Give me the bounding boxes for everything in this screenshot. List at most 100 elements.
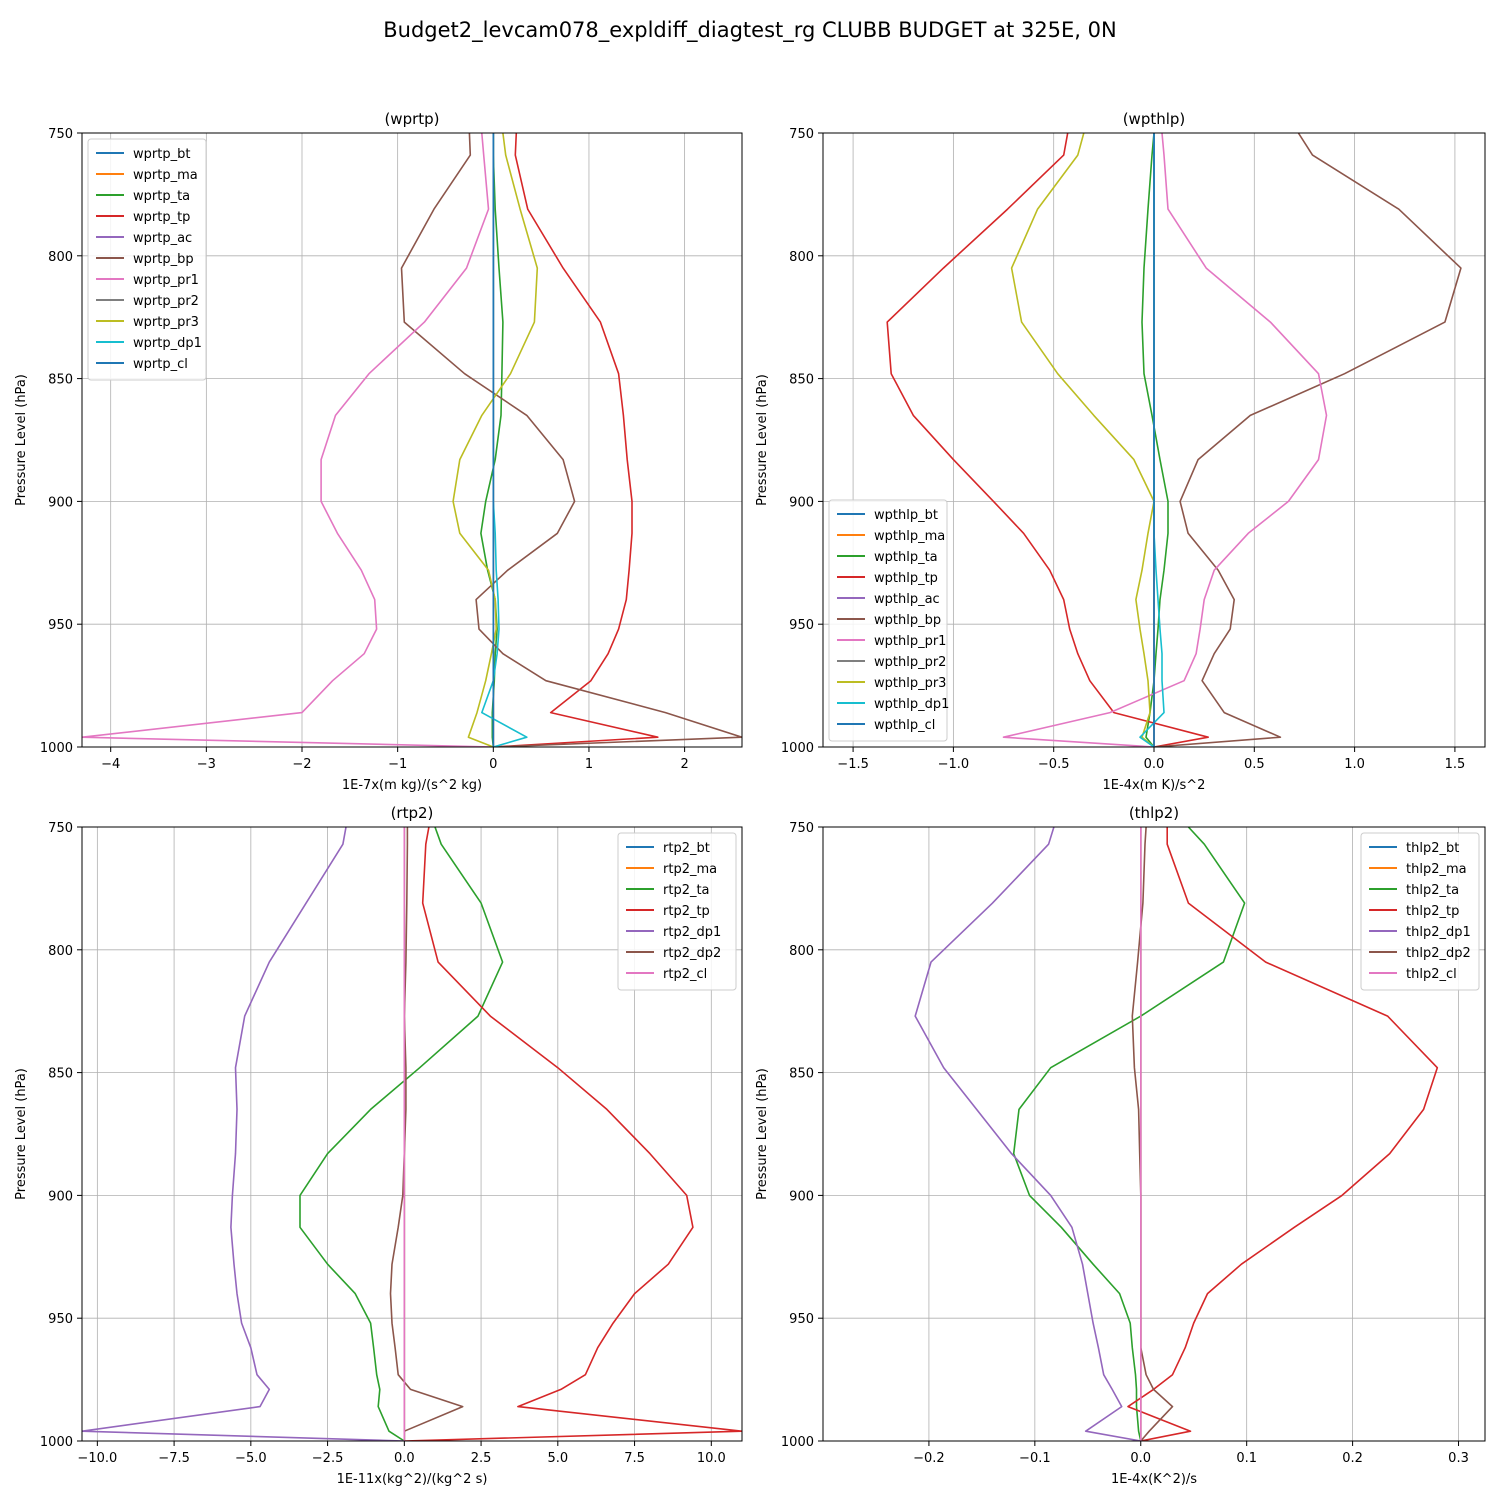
legend-label-wprtp_pr1: wprtp_pr1 (133, 273, 199, 288)
panel-title: (wprtp) (384, 110, 439, 128)
legend: wprtp_bt wprtp_ma wprtp_ta wprtp_tp wprtp_ac… (87, 138, 207, 381)
legend: wpthlp_bt wpthlp_ma wpthlp_ta wpthlp_tpwpth… (828, 499, 949, 742)
y-tick-label: 950 (789, 1312, 814, 1327)
y-tick-label: 750 (48, 821, 73, 836)
panel-3: −0.2 −0.1 0.0 0.1 0.2 0.3 750 800 850 900 950 1000 (… (755, 804, 1486, 1487)
y-tick-label: 850 (789, 1067, 814, 1082)
series-line-wprtp_pr3 (452, 133, 539, 747)
x-tick-label: 5.0 (547, 1451, 568, 1466)
x-tick-label: 0.2 (1342, 1451, 1363, 1466)
x-tick-label: −2 (292, 757, 311, 772)
legend-label-wpthlp_pr2: wpthlp_pr2 (874, 655, 946, 670)
legend-label-wprtp_pr2: wprtp_pr2 (133, 294, 199, 309)
legend-label-wpthlp_ac: wpthlp_ac (874, 592, 940, 607)
series-line-rtp2_dp2 (389, 827, 464, 1441)
y-tick-label: 800 (48, 250, 73, 265)
legend-label-thlp2_dp2: thlp2_dp2 (1406, 946, 1471, 961)
x-tick-label: −4 (101, 757, 120, 772)
legend-label-wpthlp_ma: wpthlp_ma (874, 529, 945, 544)
series-line-wpthlp_bp (1153, 133, 1462, 747)
series-line-thlp2_ta (1012, 827, 1246, 1441)
legend-label-wprtp_dp1: wprtp_dp1 (133, 336, 202, 351)
x-tick-label: 0.3 (1448, 1451, 1469, 1466)
y-tick-label: 750 (48, 127, 73, 142)
x-tick-label: 1.5 (1445, 757, 1466, 772)
axes-frame (81, 826, 743, 1442)
x-tick-label: −0.1 (1019, 1451, 1051, 1466)
legend-label-wpthlp_pr3: wpthlp_pr3 (874, 676, 946, 691)
legend-label-rtp2_dp1: rtp2_dp1 (663, 925, 721, 940)
panel-2: −10.0 −7.5 −5.0 −2.5 0.0 2.5 5.0 7.5 10.0 750 800 8… (14, 804, 743, 1487)
x-tick-label: 10.0 (697, 1451, 726, 1466)
y-tick-label: 1000 (781, 741, 814, 756)
legend-label-rtp2_ta: rtp2_ta (663, 883, 710, 898)
y-tick-label: 950 (48, 618, 73, 633)
y-tick-label: 850 (789, 373, 814, 388)
y-tick-label: 950 (789, 618, 814, 633)
series-line-rtp2_dp1 (82, 827, 405, 1441)
axes-frame (822, 826, 1486, 1442)
x-axis-label: 1E-7x(m kg)/(s^2 kg) (342, 778, 482, 793)
x-axis-label: 1E-4x(m K)/s^2 (1103, 778, 1206, 793)
panel-title: (thlp2) (1129, 804, 1179, 822)
legend-label-wpthlp_dp1: wpthlp_dp1 (874, 697, 949, 712)
series-group (886, 133, 1462, 747)
x-tick-label: −5.0 (235, 1451, 267, 1466)
y-tick-label: 1000 (40, 1435, 73, 1450)
x-tick-label: −1 (388, 757, 407, 772)
y-axis-label: Pressure Level (hPa) (755, 1068, 770, 1200)
y-tick-label: 750 (789, 821, 814, 836)
y-tick-label: 800 (48, 944, 73, 959)
y-tick-label: 900 (789, 495, 814, 510)
x-tick-label: 0.1 (1236, 1451, 1257, 1466)
x-tick-label: 1 (585, 757, 593, 772)
x-tick-label: −2.5 (312, 1451, 344, 1466)
legend-label-wprtp_ta: wprtp_ta (133, 189, 190, 204)
y-tick-label: 1000 (40, 741, 73, 756)
x-tick-label: 2 (680, 757, 688, 772)
legend-label-wprtp_ac: wprtp_ac (133, 231, 192, 246)
y-tick-label: 800 (789, 250, 814, 265)
legend-label-wpthlp_cl: wpthlp_cl (874, 718, 935, 733)
legend-box (87, 138, 207, 381)
legend-label-thlp2_ta: thlp2_ta (1406, 883, 1459, 898)
panel-title: (wpthlp) (1123, 110, 1186, 128)
legend-label-rtp2_dp2: rtp2_dp2 (663, 946, 721, 961)
legend-label-wpthlp_ta: wpthlp_ta (874, 550, 938, 565)
series-group (914, 827, 1439, 1441)
y-tick-label: 900 (789, 1189, 814, 1204)
series-line-wprtp_bp (400, 133, 742, 747)
legend-label-rtp2_bt: rtp2_bt (663, 841, 710, 856)
panel-title: (rtp2) (391, 804, 434, 822)
legend-label-wpthlp_tp: wpthlp_tp (874, 571, 938, 586)
y-tick-label: 800 (789, 944, 814, 959)
series-line-rtp2_tp (404, 827, 742, 1441)
series-group (82, 827, 742, 1441)
legend-label-wpthlp_bp: wpthlp_bp (874, 613, 941, 628)
x-tick-label: 1.0 (1344, 757, 1365, 772)
legend: thlp2_bt thlp2_ma thlp2_ta thlp2_tp thlp2_dp… (1360, 832, 1480, 991)
x-tick-label: 0.0 (394, 1451, 415, 1466)
legend-label-thlp2_tp: thlp2_tp (1406, 904, 1459, 919)
legend-label-rtp2_cl: rtp2_cl (663, 967, 707, 982)
legend-label-wpthlp_bt: wpthlp_bt (874, 508, 938, 523)
y-tick-label: 900 (48, 1189, 73, 1204)
x-tick-label: 0.0 (1130, 1451, 1151, 1466)
legend-box (1360, 832, 1480, 991)
x-tick-label: −0.2 (913, 1451, 945, 1466)
y-tick-label: 1000 (781, 1435, 814, 1450)
x-tick-label: −1.0 (938, 757, 970, 772)
legend-label-thlp2_cl: thlp2_cl (1406, 967, 1457, 982)
x-tick-label: 0.0 (1144, 757, 1165, 772)
legend-box (617, 832, 737, 991)
x-tick-label: 7.5 (624, 1451, 645, 1466)
legend-label-wprtp_ma: wprtp_ma (133, 168, 198, 183)
y-tick-label: 750 (789, 127, 814, 142)
y-tick-label: 950 (48, 1312, 73, 1327)
y-axis-label: Pressure Level (hPa) (14, 1068, 29, 1200)
legend: rtp2_bt rtp2_ma rtp2_ta rtp2_tp rtp2_dp1 rtp2… (617, 832, 737, 991)
legend-label-rtp2_tp: rtp2_tp (663, 904, 710, 919)
x-tick-label: −3 (197, 757, 216, 772)
x-tick-label: 0 (489, 757, 497, 772)
